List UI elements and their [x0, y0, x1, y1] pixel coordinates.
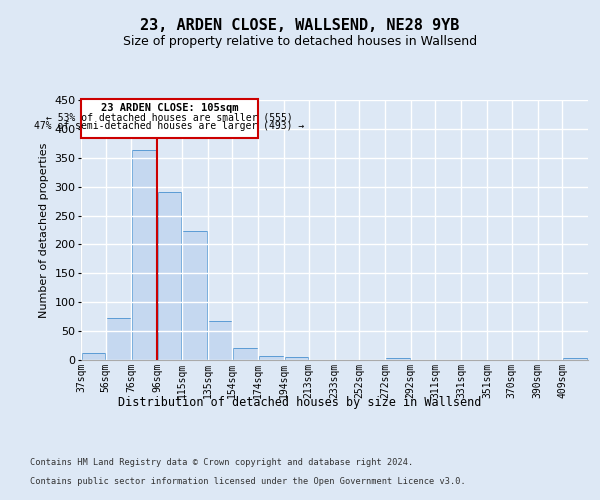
Bar: [233, 348, 257, 360]
Text: 23, ARDEN CLOSE, WALLSEND, NE28 9YB: 23, ARDEN CLOSE, WALLSEND, NE28 9YB: [140, 18, 460, 32]
Text: ← 53% of detached houses are smaller (555): ← 53% of detached houses are smaller (55…: [46, 112, 293, 122]
Bar: [81, 99, 258, 138]
Bar: [284, 357, 308, 360]
Bar: [106, 318, 131, 360]
Bar: [82, 353, 105, 360]
Text: Size of property relative to detached houses in Wallsend: Size of property relative to detached ho…: [123, 35, 477, 48]
Bar: [259, 356, 284, 360]
Bar: [158, 192, 181, 360]
Text: 23 ARDEN CLOSE: 105sqm: 23 ARDEN CLOSE: 105sqm: [101, 103, 238, 113]
Bar: [563, 358, 587, 360]
Bar: [208, 322, 232, 360]
Bar: [182, 230, 207, 360]
Bar: [132, 150, 157, 360]
Text: Distribution of detached houses by size in Wallsend: Distribution of detached houses by size …: [118, 396, 482, 409]
Text: Contains HM Land Registry data © Crown copyright and database right 2024.: Contains HM Land Registry data © Crown c…: [30, 458, 413, 467]
Text: Contains public sector information licensed under the Open Government Licence v3: Contains public sector information licen…: [30, 476, 466, 486]
Text: 47% of semi-detached houses are larger (493) →: 47% of semi-detached houses are larger (…: [34, 121, 305, 131]
Bar: [385, 358, 410, 360]
Y-axis label: Number of detached properties: Number of detached properties: [39, 142, 49, 318]
